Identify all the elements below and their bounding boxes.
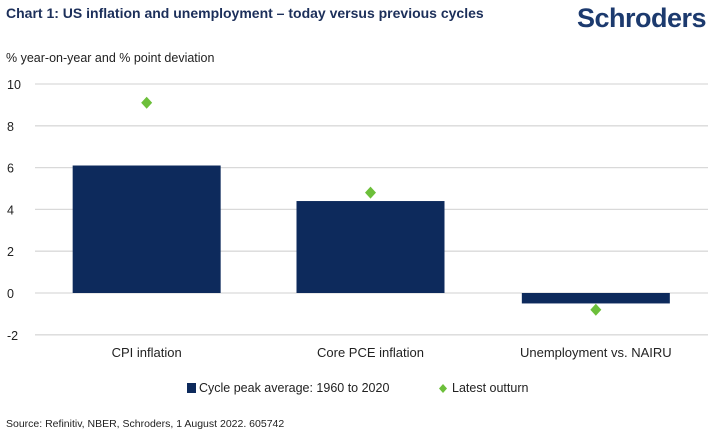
diamond-marker <box>365 186 376 199</box>
chart-title: Chart 1: US inflation and unemployment –… <box>6 5 484 21</box>
diamond-marker <box>141 96 153 109</box>
y-tick-label: -2 <box>7 329 18 343</box>
y-ticks: 10 8 6 4 2 0 -2 <box>7 78 21 343</box>
category-label: CPI inflation <box>112 345 182 360</box>
source-note: Source: Refinitiv, NBER, Schroders, 1 Au… <box>6 418 284 430</box>
y-axis-label: % year-on-year and % point deviation <box>6 51 215 65</box>
bar <box>521 293 670 304</box>
y-tick-label: 2 <box>7 245 14 259</box>
y-tick-label: 4 <box>7 203 14 217</box>
category-label: Unemployment vs. NAIRU <box>520 345 672 360</box>
bars <box>72 165 670 304</box>
bar <box>72 165 221 293</box>
y-tick-label: 6 <box>7 162 14 176</box>
bar <box>296 201 445 293</box>
y-tick-label: 8 <box>7 120 14 134</box>
schroders-logo: Schroders <box>577 3 706 33</box>
category-labels: CPI inflation Core PCE inflation Unemploym… <box>112 345 672 360</box>
diamonds <box>141 96 602 316</box>
legend-bar-label: Cycle peak average: 1960 to 2020 <box>199 381 389 395</box>
legend-diamond-swatch <box>439 384 447 393</box>
diamond-marker <box>590 303 602 316</box>
legend: Cycle peak average: 1960 to 2020 Latest … <box>187 381 528 395</box>
legend-diamond-label: Latest outturn <box>452 381 528 395</box>
category-label: Core PCE inflation <box>317 345 424 360</box>
y-tick-label: 0 <box>7 287 14 301</box>
legend-bar-swatch <box>187 383 196 393</box>
y-tick-label: 10 <box>7 78 21 92</box>
